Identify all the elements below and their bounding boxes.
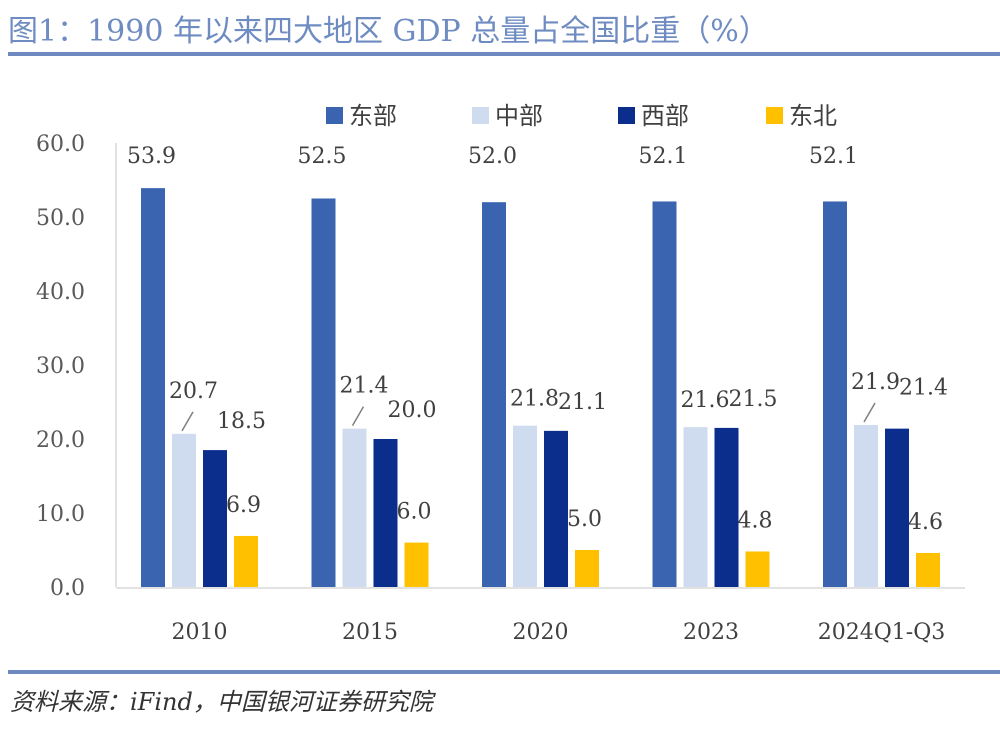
- bar-东部-2010: [141, 188, 165, 587]
- y-tick-label: 50.0: [36, 206, 85, 231]
- data-label: 53.9: [127, 144, 176, 169]
- data-label: 21.4: [899, 376, 948, 401]
- bar-西部-2015: [373, 439, 398, 587]
- bar-东部-2023: [652, 201, 677, 587]
- legend-swatch-东部: [326, 107, 343, 124]
- y-tick-label: 40.0: [36, 280, 85, 305]
- title-divider: [8, 52, 1000, 56]
- legend-label: 东部: [349, 102, 397, 130]
- bar-中部-2020: [513, 425, 537, 587]
- legend-label: 西部: [641, 102, 689, 130]
- bar-东部-2024Q1-Q3: [823, 201, 847, 587]
- data-label: 5.0: [567, 507, 602, 532]
- bar-中部-2010: [172, 433, 196, 587]
- x-tick-label: 2024Q1-Q3: [818, 620, 946, 645]
- bar-东北-2010: [234, 535, 258, 587]
- legend-swatch-东北: [766, 107, 783, 124]
- legend-swatch-中部: [472, 107, 489, 124]
- data-label: 52.5: [298, 144, 347, 169]
- data-label: 4.6: [908, 510, 943, 535]
- data-label: 21.6: [681, 388, 730, 413]
- data-label: 52.1: [639, 144, 688, 169]
- y-tick-label: 30.0: [36, 354, 85, 379]
- data-label: 21.4: [340, 374, 389, 399]
- bar-chart: 东部 中部 西部 东北 0.0 10.0 20.0 30.0 40.0 50.0 60.0 201…: [36, 102, 965, 645]
- y-tick-label: 20.0: [36, 428, 85, 453]
- leader-line: [863, 402, 876, 423]
- footer-divider: [8, 670, 1000, 674]
- data-label: 4.8: [738, 508, 773, 533]
- bar-东部-2015: [311, 198, 336, 587]
- bar-西部-2010: [203, 450, 227, 587]
- bar-东北-2024Q1-Q3: [916, 552, 940, 587]
- leader-line: [351, 406, 365, 427]
- y-tick-label: 60.0: [36, 132, 85, 157]
- data-label: 6.0: [397, 500, 432, 525]
- bar-中部-2015: [342, 428, 367, 587]
- bar-西部-2023: [714, 427, 739, 587]
- legend-label: 东北: [789, 102, 837, 130]
- data-label: 18.5: [217, 409, 266, 434]
- y-tick-label: 10.0: [36, 502, 85, 527]
- source-note: 资料来源：iFind，中国银河证券研究院: [10, 688, 433, 716]
- leader-line: [181, 411, 194, 432]
- x-tick-label: 2010: [172, 620, 228, 645]
- y-tick-label: 0.0: [50, 576, 85, 601]
- bar-西部-2024Q1-Q3: [885, 428, 909, 587]
- x-axis: 2010 2015 2020 2023 2024Q1-Q3: [116, 587, 965, 645]
- y-axis: 0.0 10.0 20.0 30.0 40.0 50.0 60.0: [36, 132, 117, 601]
- bar-西部-2020: [544, 430, 568, 587]
- bar-中部-2024Q1-Q3: [854, 424, 878, 587]
- x-tick-label: 2023: [683, 620, 739, 645]
- x-tick-label: 2020: [513, 620, 569, 645]
- bar-东北-2020: [575, 550, 599, 587]
- figure-title: 图1：1990 年以来四大地区 GDP 总量占全国比重（%）: [8, 14, 769, 49]
- legend: 东部 中部 西部 东北: [326, 102, 837, 130]
- bar-东北-2023: [745, 551, 770, 587]
- data-label: 21.9: [851, 370, 900, 395]
- data-label: 20.0: [388, 398, 437, 423]
- legend-label: 中部: [495, 102, 543, 130]
- x-tick-label: 2015: [342, 620, 398, 645]
- data-label: 52.1: [809, 144, 858, 169]
- data-label: 52.0: [468, 144, 517, 169]
- data-label: 21.5: [729, 387, 778, 412]
- data-label: 6.9: [226, 493, 261, 518]
- bars: [141, 188, 940, 587]
- bar-东北-2015: [404, 542, 429, 587]
- data-label: 21.1: [558, 390, 607, 415]
- data-label: 20.7: [169, 379, 218, 404]
- legend-swatch-西部: [618, 107, 635, 124]
- data-label: 21.8: [510, 387, 559, 412]
- bar-东部-2020: [482, 202, 506, 587]
- data-labels: 53.9 52.5 52.0 52.1 52.1 20.7 21.4 21.8 21.6 21.9…: [127, 144, 948, 535]
- bar-中部-2023: [683, 427, 708, 587]
